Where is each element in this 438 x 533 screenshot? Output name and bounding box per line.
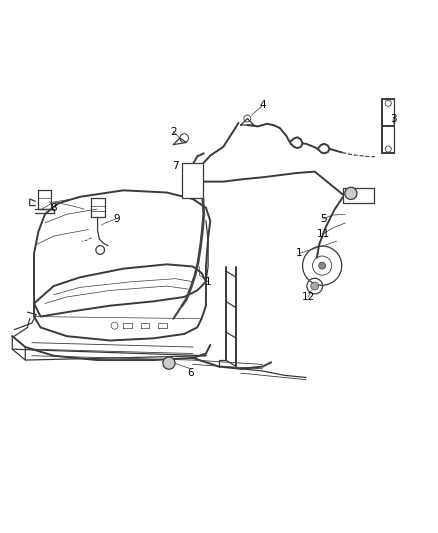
- Circle shape: [319, 262, 325, 269]
- Circle shape: [345, 187, 357, 199]
- Text: 2: 2: [170, 126, 177, 136]
- Circle shape: [163, 357, 175, 369]
- Text: 9: 9: [113, 214, 120, 224]
- Text: 6: 6: [187, 368, 194, 378]
- Text: 5: 5: [320, 214, 327, 224]
- Text: 7: 7: [172, 161, 179, 172]
- Text: 12: 12: [302, 292, 315, 302]
- Text: 11: 11: [317, 229, 330, 239]
- Circle shape: [311, 282, 319, 290]
- Text: 4: 4: [259, 100, 266, 110]
- Text: 1: 1: [205, 277, 212, 287]
- Text: 3: 3: [390, 114, 396, 124]
- Text: 8: 8: [50, 203, 57, 213]
- FancyBboxPatch shape: [183, 163, 203, 198]
- Text: 1: 1: [296, 248, 303, 259]
